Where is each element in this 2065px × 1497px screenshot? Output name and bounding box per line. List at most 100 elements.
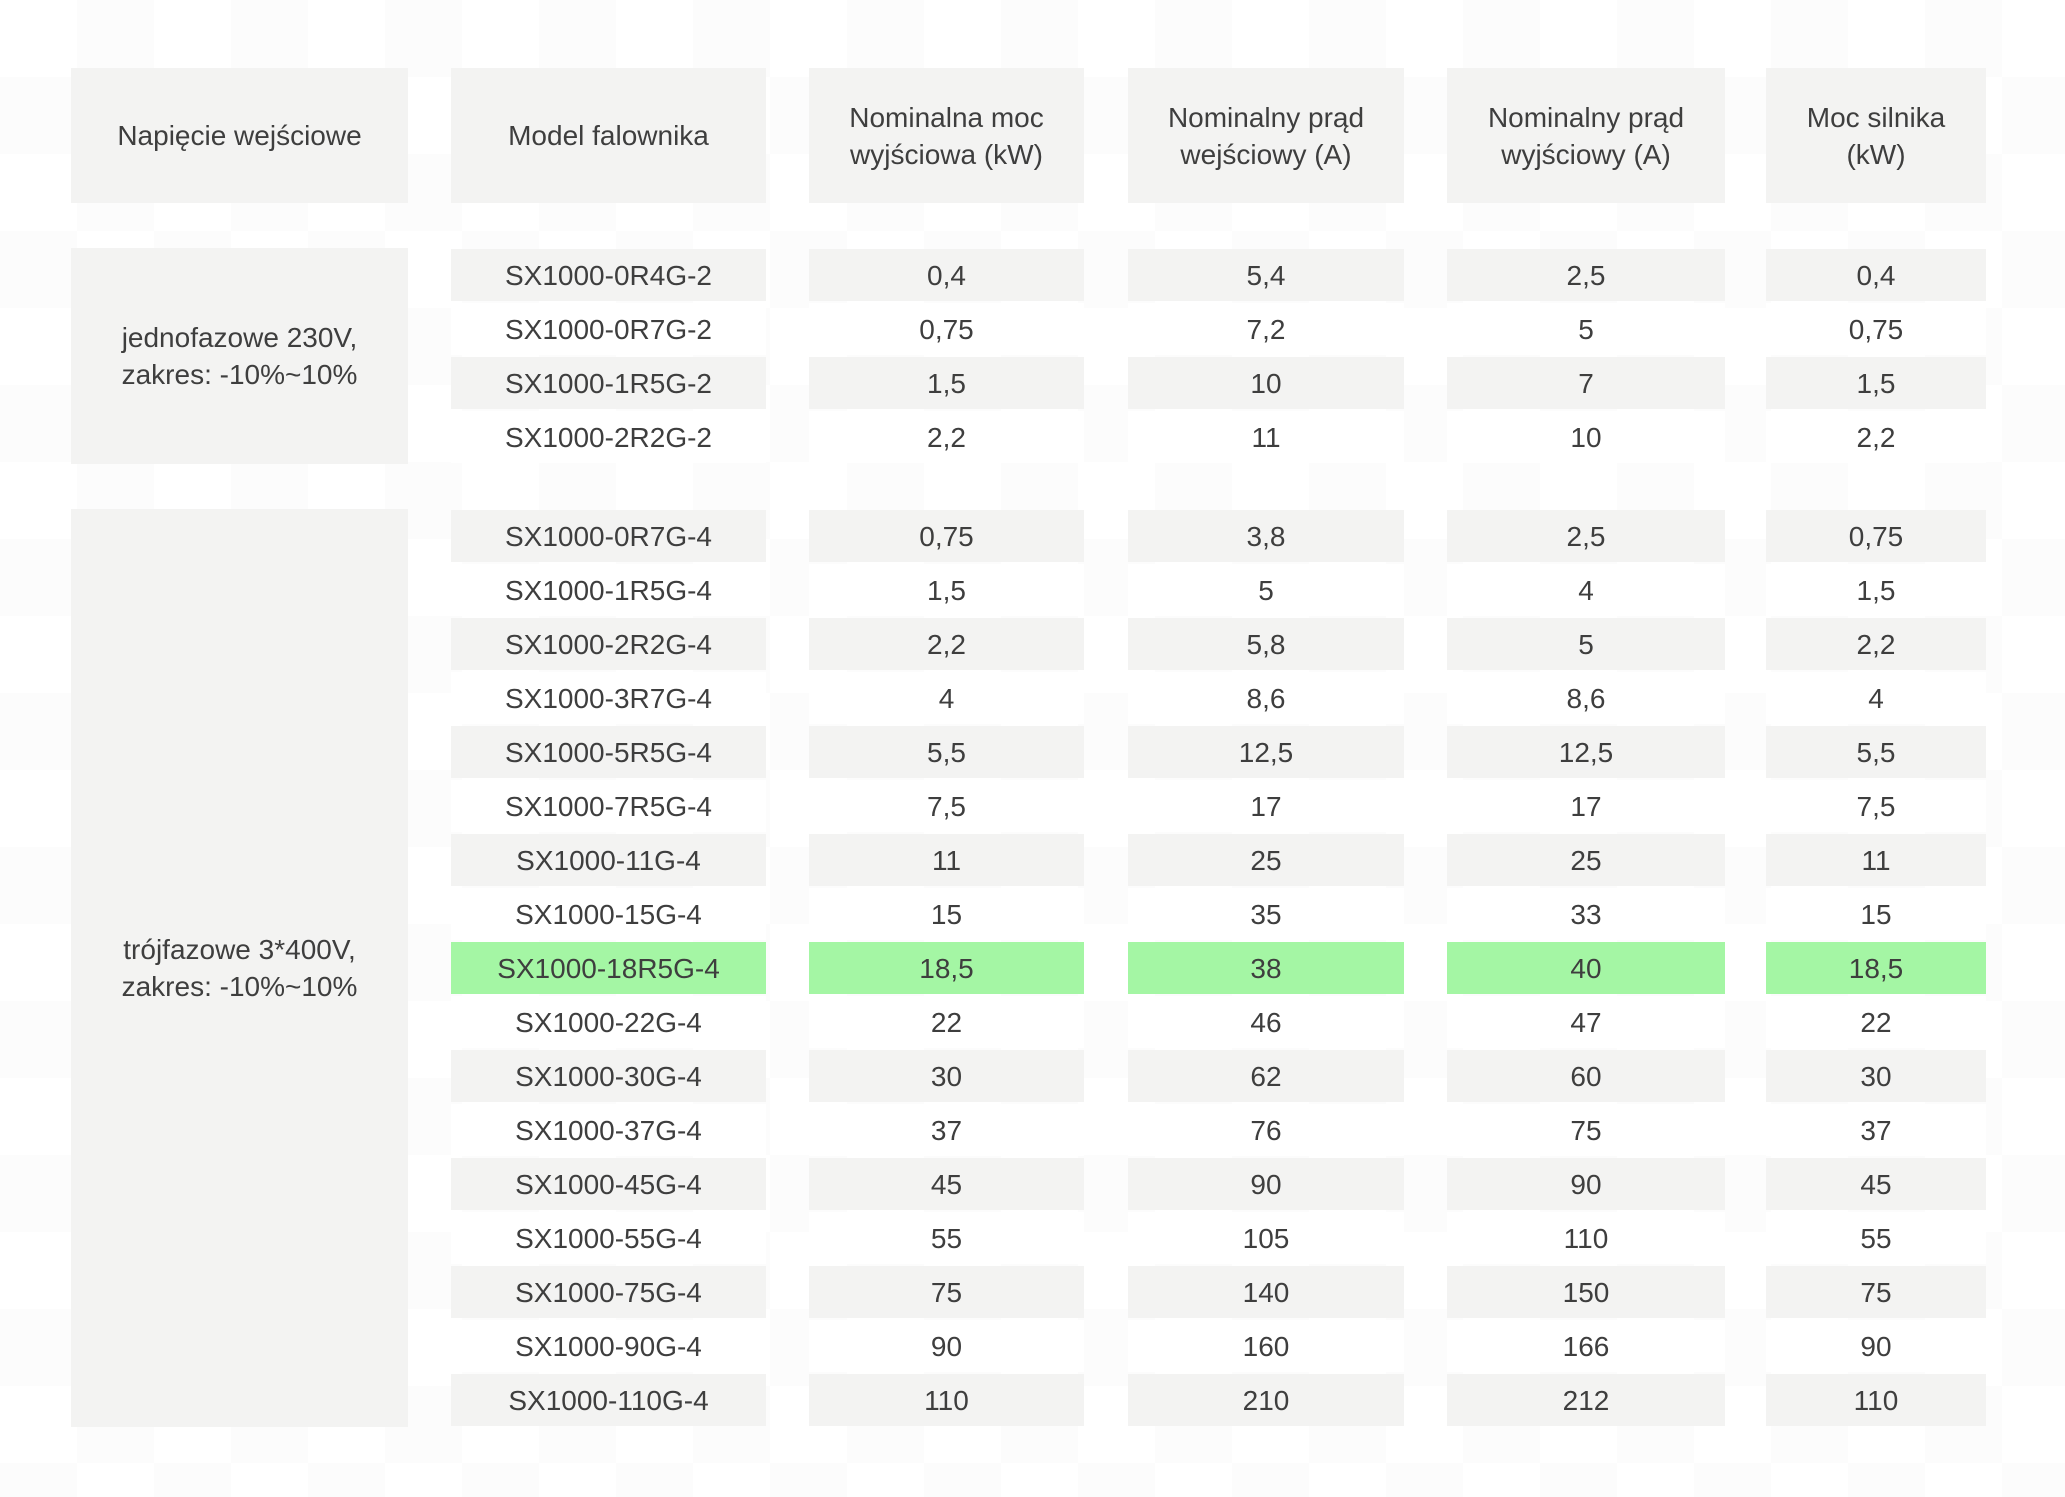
table-row: SX1000-1R5G-2 1,5 10 7 1,5: [0, 356, 2065, 410]
model-cell: SX1000-7R5G-4: [451, 780, 766, 832]
model-cell: SX1000-37G-4: [451, 1104, 766, 1156]
column-header-label: Napięcie wejściowe: [117, 120, 362, 151]
table-row: SX1000-37G-4 37 76 75 37: [0, 1103, 2065, 1157]
value-cell: 33: [1447, 888, 1725, 940]
value-cell: 5,4: [1128, 249, 1404, 301]
value-cell: 75: [1447, 1104, 1725, 1156]
value-cell: 75: [1766, 1266, 1986, 1318]
value-cell: 11: [1128, 411, 1404, 463]
value-cell: 7,5: [809, 780, 1084, 832]
voltage-group-label: jednofazowe 230V,: [121, 322, 358, 353]
voltage-group-three-phase: trójfazowe 3*400V, zakres: -10%~10% SX10…: [0, 509, 2065, 1427]
column-header-label: Moc silnika: [1806, 101, 1946, 133]
model-cell: SX1000-11G-4: [451, 834, 766, 886]
model-cell: SX1000-45G-4: [451, 1158, 766, 1210]
value-cell: 2,2: [1766, 411, 1986, 463]
model-cell: SX1000-110G-4: [451, 1374, 766, 1426]
value-cell: 40: [1447, 942, 1725, 994]
column-header-label: wejściowy (A): [1180, 138, 1352, 170]
value-cell: 25: [1128, 834, 1404, 886]
model-cell: SX1000-0R7G-2: [451, 303, 766, 355]
column-header-input-voltage: Napięcie wejściowe: [71, 68, 408, 203]
value-cell: 11: [1766, 834, 1986, 886]
value-cell: 47: [1447, 996, 1725, 1048]
value-cell: 110: [1447, 1212, 1725, 1264]
value-cell: 110: [1766, 1374, 1986, 1426]
voltage-group-single-phase: jednofazowe 230V, zakres: -10%~10% SX100…: [0, 248, 2065, 464]
model-cell: SX1000-75G-4: [451, 1266, 766, 1318]
column-header-nominal-output-power: Nominalna moc wyjściowa (kW): [809, 68, 1084, 203]
table-row: SX1000-90G-4 90 160 166 90: [0, 1319, 2065, 1373]
value-cell: 5,8: [1128, 618, 1404, 670]
value-cell: 30: [809, 1050, 1084, 1102]
table-row: SX1000-55G-4 55 105 110 55: [0, 1211, 2065, 1265]
column-header-label: wyjściowa (kW): [850, 138, 1043, 170]
voltage-group-cell: trójfazowe 3*400V, zakres: -10%~10%: [71, 509, 408, 1427]
model-cell: SX1000-2R2G-2: [451, 411, 766, 463]
value-cell: 0,75: [1766, 510, 1986, 562]
value-cell: 37: [809, 1104, 1084, 1156]
table-row: SX1000-11G-4 11 25 25 11: [0, 833, 2065, 887]
group-rows: SX1000-0R4G-2 0,4 5,4 2,5 0,4 SX1000-0R7G-2 0,…: [0, 248, 2065, 464]
value-cell: 10: [1128, 357, 1404, 409]
value-cell: 90: [809, 1320, 1084, 1372]
value-cell: 10: [1447, 411, 1725, 463]
model-cell: SX1000-30G-4: [451, 1050, 766, 1102]
model-cell: SX1000-90G-4: [451, 1320, 766, 1372]
column-header-label: Nominalna moc: [849, 101, 1044, 133]
value-cell: 1,5: [1766, 564, 1986, 616]
value-cell: 25: [1447, 834, 1725, 886]
table-row: SX1000-0R7G-2 0,75 7,2 5 0,75: [0, 302, 2065, 356]
voltage-group-cell: jednofazowe 230V, zakres: -10%~10%: [71, 248, 408, 464]
value-cell: 62: [1128, 1050, 1404, 1102]
group-rows: SX1000-0R7G-4 0,75 3,8 2,5 0,75 SX1000-1R5G-4…: [0, 509, 2065, 1427]
table-row: SX1000-0R7G-4 0,75 3,8 2,5 0,75: [0, 509, 2065, 563]
value-cell: 17: [1128, 780, 1404, 832]
value-cell: 7,2: [1128, 303, 1404, 355]
value-cell: 150: [1447, 1266, 1725, 1318]
value-cell: 12,5: [1447, 726, 1725, 778]
value-cell: 1,5: [1766, 357, 1986, 409]
value-cell: 5: [1128, 564, 1404, 616]
value-cell: 5: [1447, 303, 1725, 355]
table-row: SX1000-2R2G-2 2,2 11 10 2,2: [0, 410, 2065, 464]
value-cell: 0,4: [809, 249, 1084, 301]
value-cell: 8,6: [1447, 672, 1725, 724]
value-cell: 75: [809, 1266, 1084, 1318]
table-row: SX1000-2R2G-4 2,2 5,8 5 2,2: [0, 617, 2065, 671]
value-cell: 160: [1128, 1320, 1404, 1372]
value-cell: 15: [1766, 888, 1986, 940]
value-cell: 3,8: [1128, 510, 1404, 562]
value-cell: 1,5: [809, 564, 1084, 616]
value-cell: 8,6: [1128, 672, 1404, 724]
model-cell: SX1000-5R5G-4: [451, 726, 766, 778]
table-row: SX1000-0R4G-2 0,4 5,4 2,5 0,4: [0, 248, 2065, 302]
value-cell: 46: [1128, 996, 1404, 1048]
table-row: SX1000-1R5G-4 1,5 5 4 1,5: [0, 563, 2065, 617]
value-cell: 7,5: [1766, 780, 1986, 832]
table-row: SX1000-18R5G-4 18,5 38 40 18,5: [0, 941, 2065, 995]
voltage-group-label: zakres: -10%~10%: [121, 359, 358, 390]
model-cell: SX1000-22G-4: [451, 996, 766, 1048]
table-row: SX1000-15G-4 15 35 33 15: [0, 887, 2065, 941]
model-cell: SX1000-3R7G-4: [451, 672, 766, 724]
value-cell: 45: [809, 1158, 1084, 1210]
value-cell: 45: [1766, 1158, 1986, 1210]
model-cell: SX1000-0R7G-4: [451, 510, 766, 562]
value-cell: 0,4: [1766, 249, 1986, 301]
value-cell: 90: [1766, 1320, 1986, 1372]
table-row: SX1000-5R5G-4 5,5 12,5 12,5 5,5: [0, 725, 2065, 779]
value-cell: 90: [1447, 1158, 1725, 1210]
model-cell: SX1000-0R4G-2: [451, 249, 766, 301]
model-cell: SX1000-18R5G-4: [451, 942, 766, 994]
value-cell: 7: [1447, 357, 1725, 409]
value-cell: 30: [1766, 1050, 1986, 1102]
table-row: SX1000-110G-4 110 210 212 110: [0, 1373, 2065, 1427]
value-cell: 11: [809, 834, 1084, 886]
value-cell: 5: [1447, 618, 1725, 670]
value-cell: 35: [1128, 888, 1404, 940]
model-cell: SX1000-1R5G-2: [451, 357, 766, 409]
value-cell: 38: [1128, 942, 1404, 994]
value-cell: 4: [1766, 672, 1986, 724]
